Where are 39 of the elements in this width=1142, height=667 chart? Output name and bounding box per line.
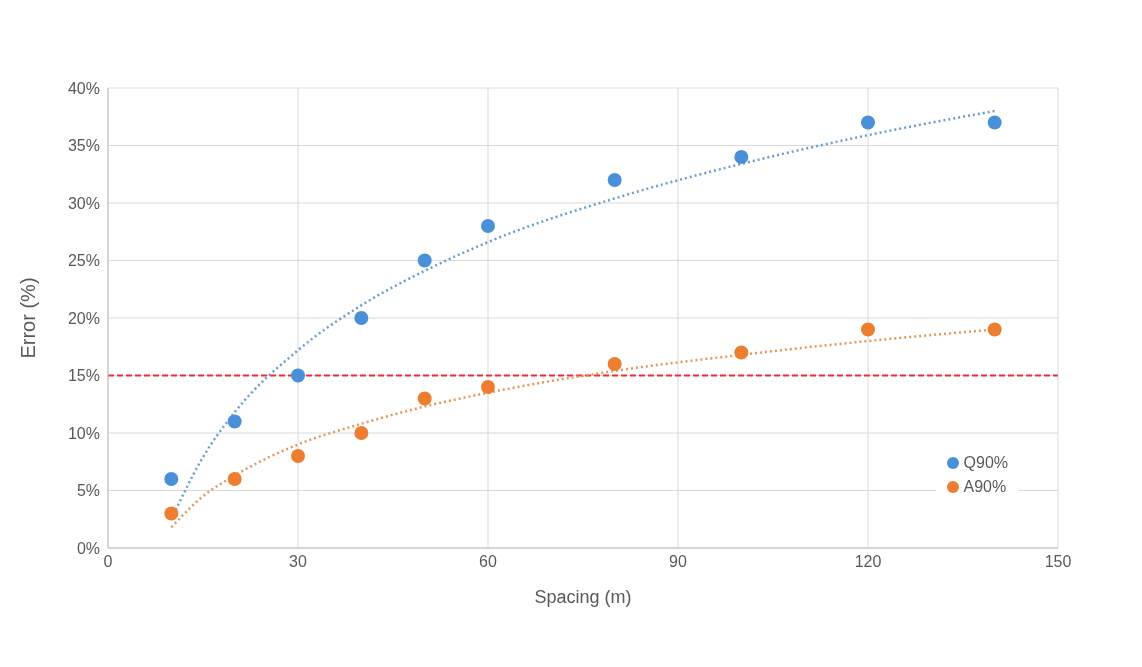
point bbox=[354, 426, 369, 440]
y-axis-title: Error (%) bbox=[17, 277, 40, 359]
y-tick-label: 15% bbox=[67, 367, 100, 385]
x-tick-label: 120 bbox=[854, 553, 882, 571]
point bbox=[164, 506, 179, 521]
y-tick-label: 35% bbox=[67, 137, 100, 155]
y-tick-label: 0% bbox=[76, 539, 100, 557]
y-tick-label: 5% bbox=[76, 482, 100, 500]
x-axis-title: Spacing (m) bbox=[534, 587, 632, 607]
point bbox=[987, 115, 1002, 130]
point bbox=[291, 449, 305, 463]
point bbox=[734, 150, 749, 164]
point bbox=[607, 173, 622, 187]
point bbox=[861, 322, 875, 337]
point bbox=[987, 322, 1002, 337]
point bbox=[417, 391, 432, 406]
legend-label: A90% bbox=[963, 478, 1007, 496]
point bbox=[481, 219, 495, 233]
point bbox=[227, 472, 242, 486]
y-tick-label: 30% bbox=[67, 194, 100, 212]
legend-label: Q90% bbox=[963, 454, 1008, 472]
point bbox=[354, 311, 369, 325]
point bbox=[607, 357, 622, 371]
point bbox=[481, 380, 495, 394]
x-tick-label: 30 bbox=[289, 553, 307, 571]
point bbox=[291, 368, 305, 383]
point bbox=[164, 472, 179, 486]
point bbox=[734, 345, 749, 360]
y-tick-label: 20% bbox=[67, 309, 100, 327]
x-tick-label: 0 bbox=[103, 553, 113, 571]
y-tick-label: 40% bbox=[67, 79, 100, 97]
x-tick-label: 90 bbox=[669, 553, 687, 571]
point bbox=[227, 414, 242, 429]
x-tick-label: 150 bbox=[1044, 553, 1072, 571]
point bbox=[417, 253, 432, 268]
point bbox=[861, 115, 875, 130]
y-tick-label: 10% bbox=[67, 424, 100, 442]
y-tick-label: 25% bbox=[67, 252, 100, 270]
x-tick-label: 60 bbox=[479, 553, 497, 571]
